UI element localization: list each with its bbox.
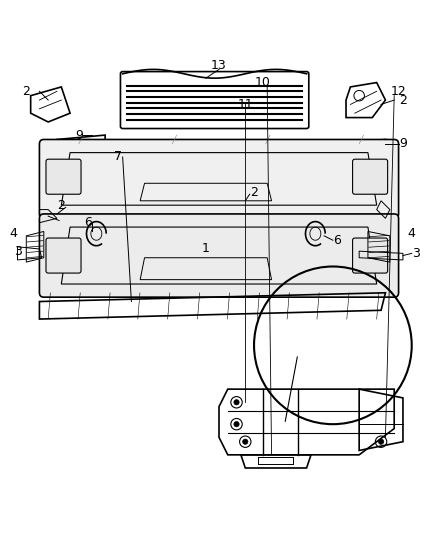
Text: 3: 3 [14, 245, 21, 257]
FancyBboxPatch shape [353, 238, 388, 273]
Text: 3: 3 [412, 247, 420, 260]
Circle shape [234, 400, 239, 405]
FancyBboxPatch shape [46, 159, 81, 194]
Text: 2: 2 [250, 185, 258, 198]
FancyBboxPatch shape [353, 159, 388, 194]
Text: 2: 2 [57, 199, 65, 212]
Text: 10: 10 [255, 76, 271, 89]
Text: 13: 13 [211, 59, 227, 71]
Text: 11: 11 [237, 98, 253, 111]
Text: 12: 12 [391, 85, 406, 98]
FancyBboxPatch shape [39, 214, 399, 297]
Text: 1: 1 [202, 243, 210, 255]
Text: 2: 2 [399, 94, 407, 107]
FancyBboxPatch shape [46, 238, 81, 273]
Text: 4: 4 [408, 227, 416, 240]
FancyBboxPatch shape [39, 140, 399, 219]
FancyBboxPatch shape [120, 71, 309, 128]
Text: 6: 6 [333, 233, 341, 247]
Text: 4: 4 [9, 227, 17, 240]
Text: 6: 6 [84, 216, 92, 229]
Text: 9: 9 [75, 128, 83, 142]
Circle shape [243, 439, 248, 445]
Text: 2: 2 [22, 85, 30, 98]
Text: 7: 7 [114, 150, 122, 164]
Circle shape [234, 422, 239, 427]
Text: 9: 9 [399, 138, 407, 150]
Circle shape [378, 439, 384, 445]
